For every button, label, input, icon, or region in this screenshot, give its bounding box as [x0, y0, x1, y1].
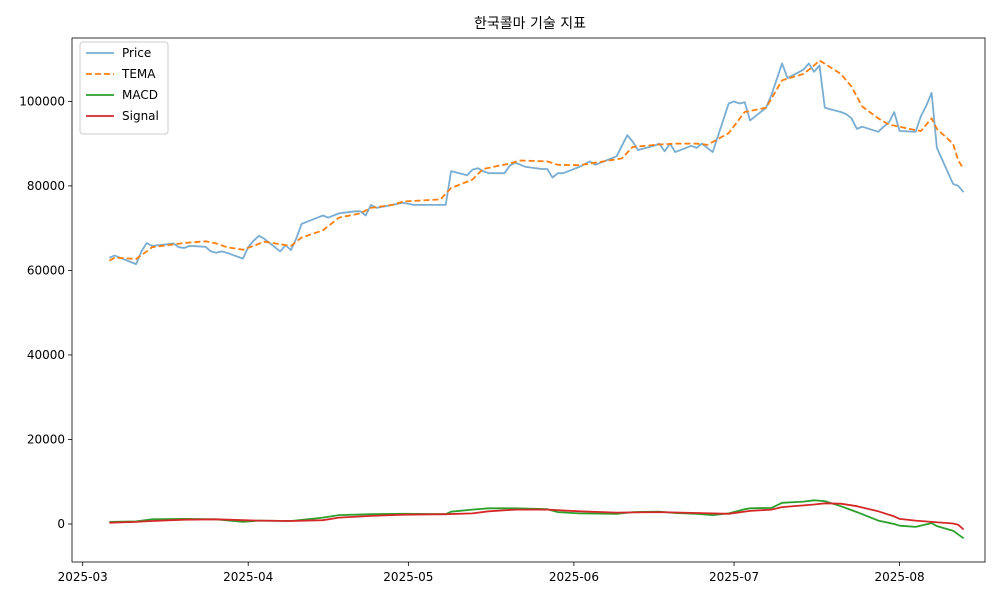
series-line-signal	[109, 502, 965, 531]
legend-label-macd: MACD	[122, 88, 158, 102]
legend: Price TEMA MACD Signal	[79, 41, 169, 135]
x-tick-label: 2025-05	[383, 570, 433, 584]
y-tick-label: 40000	[27, 348, 65, 362]
series-line-price	[109, 62, 965, 266]
y-tick-label: 60000	[27, 263, 65, 277]
y-tick-label: 0	[57, 517, 65, 531]
x-tick-label: 2025-06	[549, 570, 599, 584]
y-tick-label: 100000	[19, 94, 65, 108]
chart-title: 한국콜마 기술 지표	[474, 16, 586, 32]
legend-label-price: Price	[122, 46, 151, 60]
series-line-tema	[108, 59, 965, 262]
x-axis: 2025-03 2025-04 2025-05 2025-06 2025-07 2025-…	[58, 562, 925, 584]
legend-box	[79, 41, 169, 135]
x-tick-label: 2025-07	[709, 570, 759, 584]
x-tick-label: 2025-08	[875, 570, 925, 584]
x-tick-label: 2025-03	[58, 570, 108, 584]
legend-label-signal: Signal	[122, 109, 159, 123]
legend-label-tema: TEMA	[121, 67, 156, 81]
plot-area	[108, 59, 965, 540]
y-tick-label: 80000	[27, 179, 65, 193]
x-tick-label: 2025-04	[223, 570, 273, 584]
y-axis: 0 20000 40000 60000 80000 100000	[19, 94, 72, 531]
plot-frame	[71, 37, 986, 563]
y-tick-label: 20000	[27, 432, 65, 446]
